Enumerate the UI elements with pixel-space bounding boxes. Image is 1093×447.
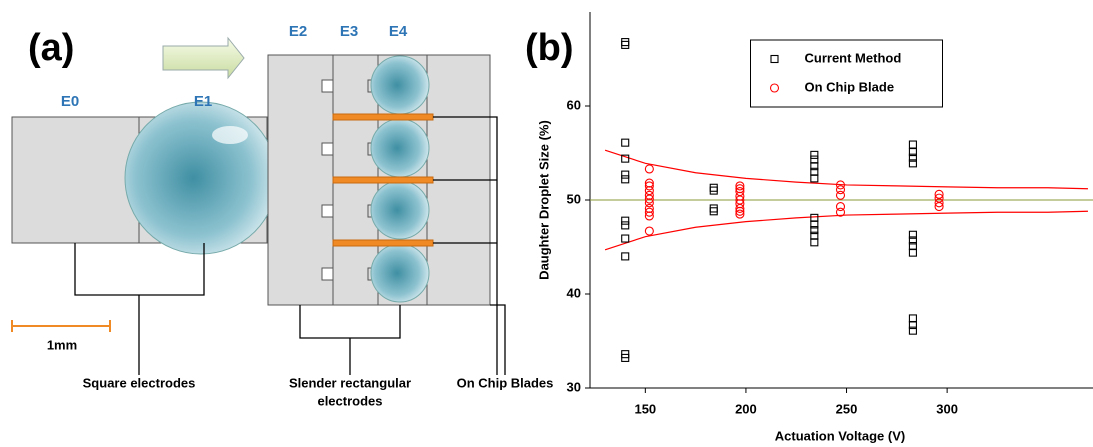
electrode-label: E1 xyxy=(194,93,212,110)
y-tick-label: 60 xyxy=(567,97,581,112)
x-tick-label: 150 xyxy=(634,401,656,416)
marker xyxy=(710,184,717,191)
marker xyxy=(645,227,653,235)
legend-label: Current Method xyxy=(805,50,902,65)
marker xyxy=(622,139,629,146)
droplet xyxy=(125,102,277,254)
label: Slender rectangular xyxy=(289,375,411,390)
x-tick-label: 300 xyxy=(936,401,958,416)
marker xyxy=(622,253,629,260)
marker xyxy=(811,239,818,246)
marker xyxy=(811,214,818,221)
fit-line xyxy=(605,150,1088,189)
label: On Chip Blades xyxy=(457,375,554,390)
marker xyxy=(622,176,629,183)
electrode-label: E2 xyxy=(289,23,307,40)
marker xyxy=(811,175,818,182)
x-tick-label: 200 xyxy=(735,401,757,416)
scale-label: 1mm xyxy=(47,337,77,352)
legend-label: On Chip Blade xyxy=(805,79,895,94)
figure: (a) 1mm E0 E1 E2 E3 E4 Square electrodes… xyxy=(0,0,1093,447)
electrode-label: E4 xyxy=(389,23,408,40)
y-axis-label: Daughter Droplet Size (%) xyxy=(536,120,551,280)
x-axis-label: Actuation Voltage (V) xyxy=(775,428,905,443)
marker xyxy=(811,156,818,163)
marker xyxy=(645,187,653,195)
marker xyxy=(710,205,717,212)
y-tick-label: 50 xyxy=(567,191,581,206)
arrow xyxy=(163,38,244,78)
x-tick-label: 250 xyxy=(836,401,858,416)
highlight xyxy=(212,126,248,144)
marker xyxy=(622,171,629,178)
marker xyxy=(622,39,629,46)
electrode xyxy=(12,117,139,243)
marker xyxy=(710,187,717,194)
electrode xyxy=(268,55,333,305)
label: electrodes xyxy=(317,393,382,408)
marker xyxy=(811,151,818,158)
marker xyxy=(645,165,653,173)
marker xyxy=(622,41,629,48)
scale-bar xyxy=(12,320,110,332)
electrode-label: E3 xyxy=(340,23,358,40)
marker xyxy=(622,235,629,242)
marker xyxy=(622,217,629,224)
marker xyxy=(909,141,916,148)
electrode-label: E0 xyxy=(61,93,79,110)
marker xyxy=(909,249,916,256)
label: Square electrodes xyxy=(83,375,196,390)
marker xyxy=(836,191,844,199)
fit-line xyxy=(605,211,1088,250)
panel-label: (b) xyxy=(525,27,574,69)
y-tick-label: 40 xyxy=(567,285,581,300)
marker xyxy=(622,222,629,229)
marker xyxy=(909,315,916,322)
y-tick-label: 30 xyxy=(567,379,581,394)
panel-label: (a) xyxy=(28,27,74,69)
marker xyxy=(710,208,717,215)
diagram: (a) 1mm E0 E1 E2 E3 E4 Square electrodes… xyxy=(12,23,553,408)
